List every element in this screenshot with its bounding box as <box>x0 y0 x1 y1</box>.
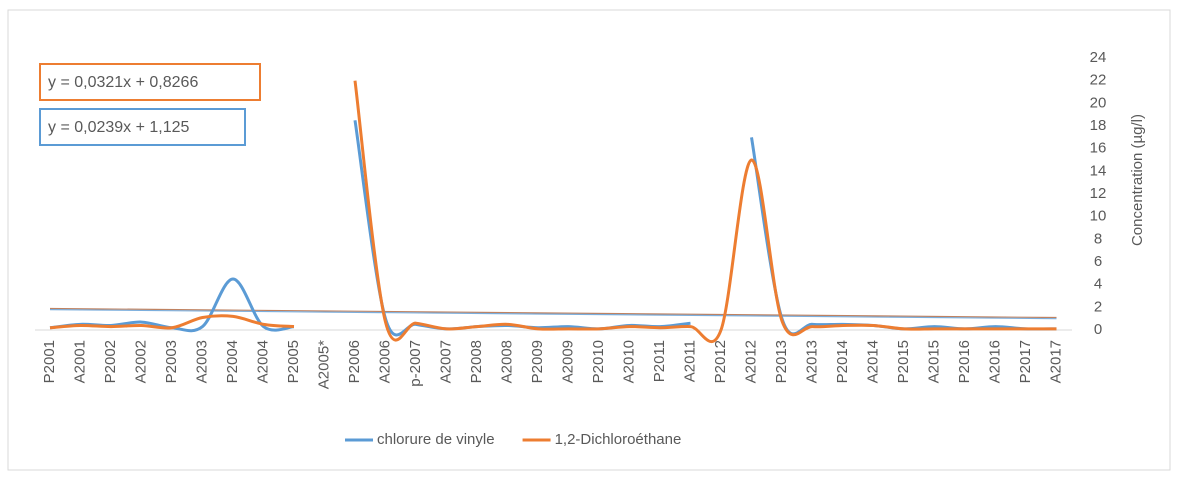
y-tick-label: 4 <box>1094 276 1102 293</box>
x-tick-label: A2016 <box>986 340 1003 383</box>
equation-label: y = 0,0321x + 0,8266 <box>48 74 198 91</box>
trend-line <box>49 309 1057 320</box>
y-tick-label: 6 <box>1094 253 1102 270</box>
y-tick-label: 10 <box>1090 208 1107 225</box>
x-tick-label: A2015 <box>925 340 942 383</box>
y-axis-label: Concentration (µg/l) <box>1129 114 1146 246</box>
x-tick-label: A2010 <box>620 340 637 383</box>
x-tick-label: A2005* <box>315 340 332 389</box>
x-tick-label: P2017 <box>1017 340 1034 383</box>
x-tick-label: A2004 <box>254 340 271 383</box>
x-tick-label: P2016 <box>956 340 973 383</box>
x-tick-label: A2002 <box>132 340 149 383</box>
y-tick-label: 16 <box>1090 140 1107 157</box>
y-tick-label: 24 <box>1090 49 1107 66</box>
x-tick-label: P2008 <box>468 340 485 383</box>
x-tick-label: P2015 <box>895 340 912 383</box>
y-tick-label: 0 <box>1094 321 1102 338</box>
y-tick-label: 2 <box>1094 298 1102 315</box>
y-tick-label: 20 <box>1090 94 1107 111</box>
y-tick-label: 12 <box>1090 185 1107 202</box>
x-tick-label: P2004 <box>224 340 241 383</box>
x-tick-label: P2009 <box>529 340 546 383</box>
x-tick-label: P2012 <box>712 340 729 383</box>
trend-line <box>49 307 1057 319</box>
x-tick-label: P2002 <box>102 340 119 383</box>
x-tick-label: P2013 <box>773 340 790 383</box>
equation-box <box>39 108 246 146</box>
x-tick-label: P2010 <box>590 340 607 383</box>
x-tick-label: P2003 <box>163 340 180 383</box>
y-tick-label: 14 <box>1090 162 1107 179</box>
x-tick-label: p-2007 <box>407 340 424 387</box>
x-tick-label: A2007 <box>437 340 454 383</box>
x-tick-label: A2001 <box>71 340 88 383</box>
x-tick-label: A2008 <box>498 340 515 383</box>
x-tick-label: A2017 <box>1047 340 1064 383</box>
x-tick-label: A2013 <box>803 340 820 383</box>
y-tick-label: 22 <box>1090 72 1107 89</box>
legend-label: chlorure de vinyle <box>377 431 495 448</box>
x-tick-label: A2011 <box>681 340 698 382</box>
x-tick-label: A2014 <box>864 340 881 383</box>
x-tick-label: A2009 <box>559 340 576 383</box>
x-tick-label: P2014 <box>834 340 851 383</box>
legend-label: 1,2-Dichloroéthane <box>555 431 682 448</box>
x-tick-label: P2006 <box>346 340 363 383</box>
x-tick-label: A2003 <box>193 340 210 383</box>
series-line <box>49 80 1057 344</box>
equation-box <box>39 63 261 101</box>
x-tick-label: P2011 <box>651 340 668 382</box>
x-tick-label: A2012 <box>742 340 759 383</box>
y-tick-label: 18 <box>1090 117 1107 134</box>
y-tick-label: 8 <box>1094 230 1102 247</box>
x-tick-label: P2001 <box>41 340 58 383</box>
equation-label: y = 0,0239x + 1,125 <box>48 119 190 136</box>
x-tick-label: P2005 <box>285 340 302 383</box>
x-tick-label: A2006 <box>376 340 393 383</box>
